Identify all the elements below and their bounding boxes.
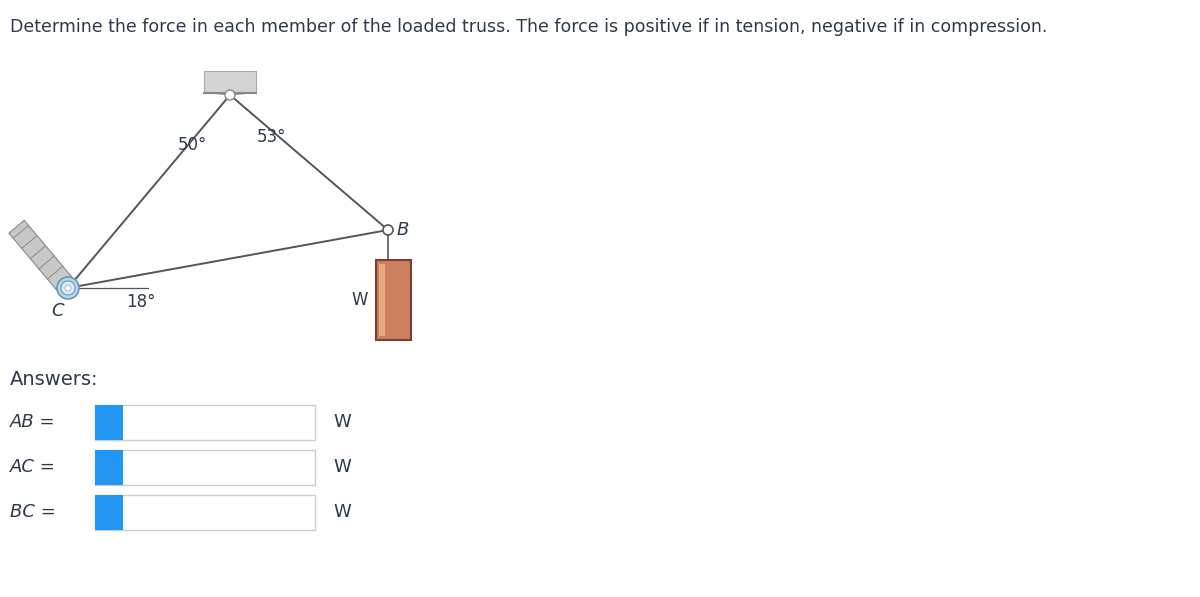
Text: AB =: AB =: [10, 413, 55, 431]
Text: W: W: [334, 458, 350, 476]
Bar: [204, 71, 256, 93]
Bar: [379, 264, 385, 336]
Bar: [95, 405, 124, 440]
Circle shape: [61, 281, 74, 295]
Bar: [95, 450, 124, 485]
Text: i: i: [106, 458, 112, 476]
Text: W: W: [334, 503, 350, 521]
Text: Answers:: Answers:: [10, 370, 98, 389]
Text: B: B: [397, 221, 409, 239]
Text: i: i: [106, 503, 112, 521]
Text: BC =: BC =: [10, 503, 56, 521]
Circle shape: [58, 277, 79, 299]
Text: C: C: [52, 302, 64, 320]
Polygon shape: [8, 220, 76, 294]
Bar: [95, 405, 314, 440]
Bar: [376, 260, 410, 340]
Text: 53°: 53°: [257, 128, 287, 146]
Text: AC =: AC =: [10, 458, 56, 476]
Bar: [95, 495, 314, 530]
Circle shape: [65, 285, 71, 291]
Text: i: i: [106, 413, 112, 431]
Text: W: W: [334, 413, 350, 431]
Circle shape: [383, 225, 394, 235]
Text: W: W: [352, 291, 368, 309]
Text: Determine the force in each member of the loaded truss. The force is positive if: Determine the force in each member of th…: [10, 18, 1048, 36]
Text: 50°: 50°: [178, 136, 206, 154]
Text: A: A: [238, 71, 251, 89]
Polygon shape: [210, 93, 250, 95]
Bar: [95, 495, 124, 530]
Bar: [95, 450, 314, 485]
Text: 18°: 18°: [126, 293, 156, 311]
Circle shape: [226, 90, 235, 100]
